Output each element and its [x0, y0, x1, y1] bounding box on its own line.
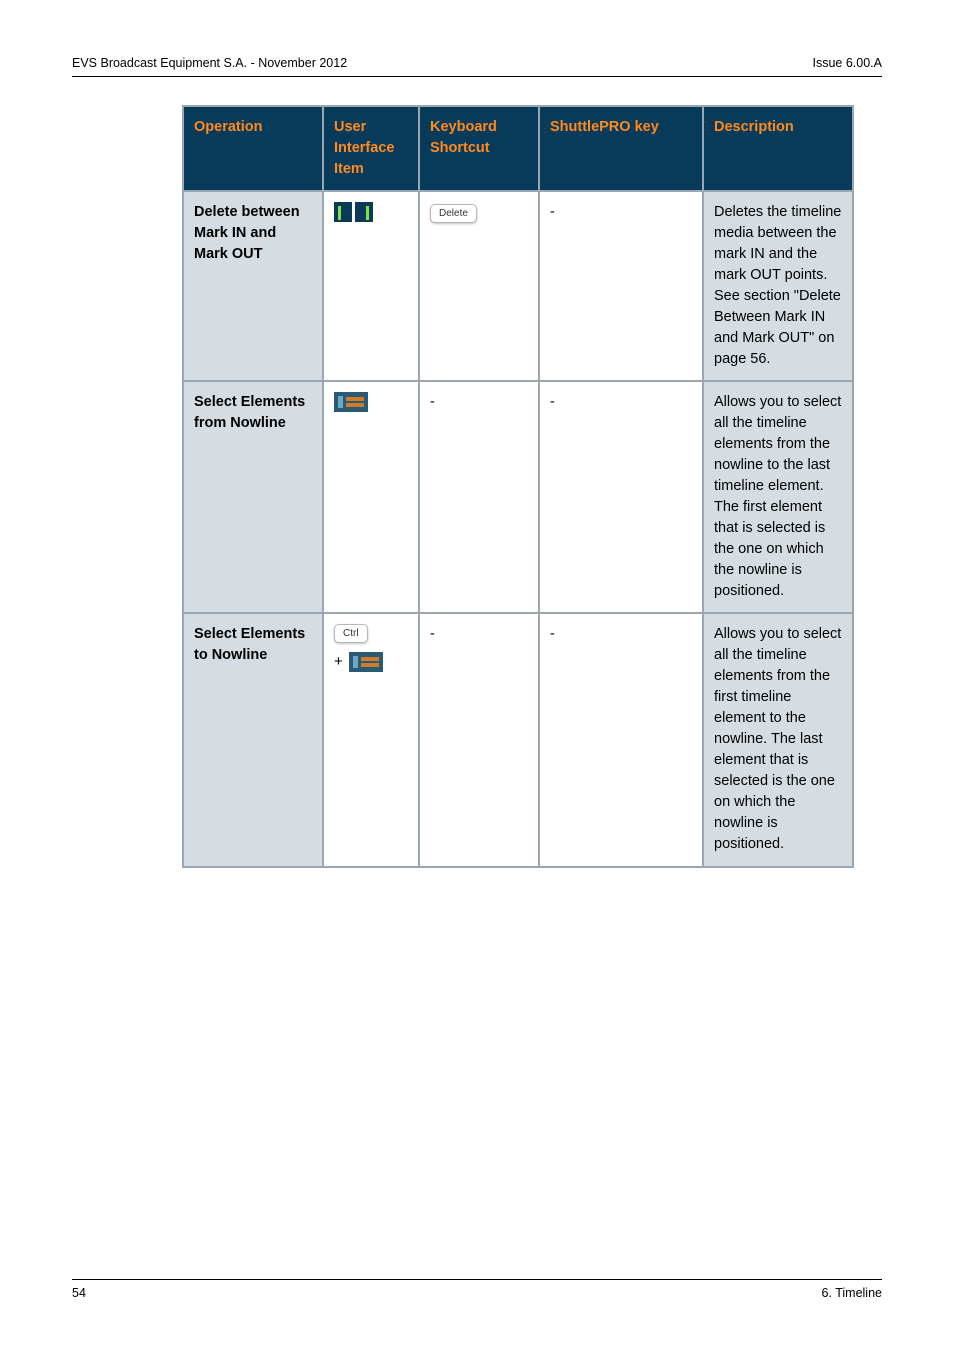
keyboard-cell: - — [419, 381, 539, 613]
table-header-row: Operation User Interface Item Keyboard S… — [183, 106, 853, 191]
description-cell: Allows you to select all the timeline el… — [703, 613, 853, 866]
col-kb-line2: Shortcut — [430, 138, 528, 159]
description-cell: Deletes the timeline media between the m… — [703, 191, 853, 381]
keyboard-cell: - — [419, 613, 539, 866]
ui-cell — [323, 381, 419, 613]
mark-out-icon — [355, 202, 373, 222]
col-ui-line1: User — [334, 117, 408, 138]
col-keyboard: Keyboard Shortcut — [419, 106, 539, 191]
select-to-nowline-icon — [349, 652, 383, 672]
table-row: Select Elements to Nowline Ctrl + - - Al… — [183, 613, 853, 866]
operation-cell: Select Elements from Nowline — [183, 381, 323, 613]
shuttle-cell: - — [539, 613, 703, 866]
delete-key-badge: Delete — [430, 204, 477, 223]
header-right: Issue 6.00.A — [813, 56, 883, 70]
header-rule — [72, 76, 882, 77]
col-description: Description — [703, 106, 853, 191]
select-from-nowline-icon — [334, 392, 368, 412]
shuttle-cell: - — [539, 381, 703, 613]
mark-in-icon — [334, 202, 352, 222]
description-cell: Allows you to select all the timeline el… — [703, 381, 853, 613]
header-left: EVS Broadcast Equipment S.A. - November … — [72, 56, 347, 70]
col-operation: Operation — [183, 106, 323, 191]
footer-section: 6. Timeline — [822, 1286, 882, 1300]
operation-cell: Select Elements to Nowline — [183, 613, 323, 866]
col-ui-line2: Interface — [334, 138, 408, 159]
ui-cell: Ctrl + — [323, 613, 419, 866]
plus-sign: + — [334, 651, 343, 673]
keyboard-cell: Delete — [419, 191, 539, 381]
operation-cell: Delete between Mark IN and Mark OUT — [183, 191, 323, 381]
page-footer: 54 6. Timeline — [72, 1279, 882, 1300]
table-row: Select Elements from Nowline - - Allows … — [183, 381, 853, 613]
col-kb-line1: Keyboard — [430, 117, 528, 138]
footer-page-number: 54 — [72, 1286, 86, 1300]
ui-cell — [323, 191, 419, 381]
col-ui-line3: Item — [334, 159, 408, 180]
table-row: Delete between Mark IN and Mark OUT Dele… — [183, 191, 853, 381]
col-ui: User Interface Item — [323, 106, 419, 191]
col-shuttle: ShuttlePRO key — [539, 106, 703, 191]
shuttle-cell: - — [539, 191, 703, 381]
operations-table: Operation User Interface Item Keyboard S… — [182, 105, 854, 868]
mark-in-out-icon — [334, 202, 373, 222]
ctrl-key-badge: Ctrl — [334, 624, 368, 643]
